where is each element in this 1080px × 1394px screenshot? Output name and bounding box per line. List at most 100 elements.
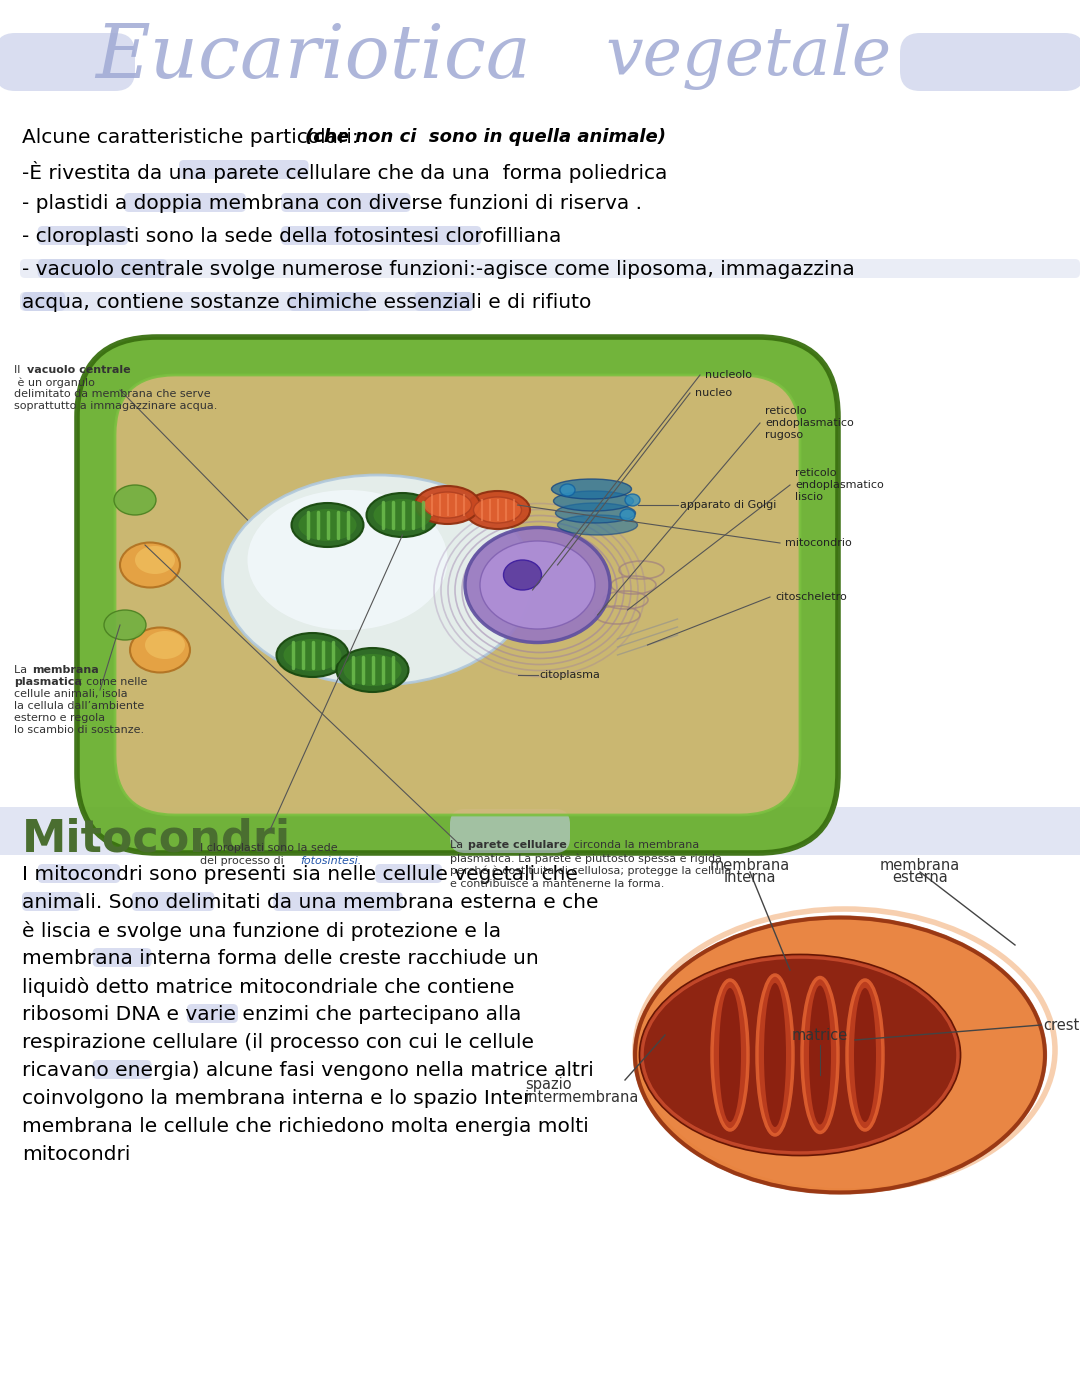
- Ellipse shape: [337, 648, 408, 691]
- Text: acqua, contiene sostanze chimiche essenziali e di rifiuto: acqua, contiene sostanze chimiche essenz…: [22, 293, 592, 312]
- Text: -È rivestita da una parete cellulare che da una  forma poliedrica: -È rivestita da una parete cellulare che…: [22, 160, 667, 183]
- Text: La: La: [450, 841, 467, 850]
- Text: Alcune caratteristiche particolari:: Alcune caratteristiche particolari:: [22, 128, 365, 146]
- FancyBboxPatch shape: [187, 1004, 238, 1023]
- FancyBboxPatch shape: [38, 864, 120, 882]
- Text: vacuolo centrale: vacuolo centrale: [27, 365, 131, 375]
- Text: respirazione cellulare (il processo con cui le cellule: respirazione cellulare (il processo con …: [22, 1033, 534, 1052]
- FancyBboxPatch shape: [114, 375, 800, 815]
- Text: reticolo
endoplasmatico
liscio: reticolo endoplasmatico liscio: [795, 468, 883, 502]
- FancyBboxPatch shape: [273, 892, 403, 912]
- Ellipse shape: [552, 480, 632, 499]
- FancyBboxPatch shape: [38, 259, 167, 277]
- Text: nucleolo: nucleolo: [705, 369, 752, 381]
- Text: coinvolgono la membrana interna e lo spazio Inter: coinvolgono la membrana interna e lo spa…: [22, 1089, 531, 1108]
- Text: nucleo: nucleo: [696, 388, 732, 399]
- Ellipse shape: [465, 527, 610, 643]
- Ellipse shape: [557, 514, 637, 535]
- Text: membrana interna forma delle creste racchiude un: membrana interna forma delle creste racc…: [22, 949, 539, 967]
- Ellipse shape: [620, 509, 635, 521]
- FancyBboxPatch shape: [900, 33, 1080, 91]
- FancyBboxPatch shape: [21, 291, 473, 311]
- Text: delimitato da membrana che serve: delimitato da membrana che serve: [14, 389, 211, 399]
- Ellipse shape: [374, 499, 432, 531]
- Ellipse shape: [802, 977, 838, 1132]
- FancyBboxPatch shape: [132, 892, 215, 912]
- Ellipse shape: [104, 611, 146, 640]
- Text: e contribuisce a mantenerne la forma.: e contribuisce a mantenerne la forma.: [450, 880, 664, 889]
- FancyBboxPatch shape: [21, 259, 1080, 277]
- Text: citoscheletro: citoscheletro: [775, 592, 847, 602]
- Ellipse shape: [809, 986, 831, 1125]
- FancyBboxPatch shape: [0, 33, 135, 91]
- Text: Il: Il: [14, 365, 24, 375]
- Text: - vacuolo centrale svolge numerose funzioni:-agisce come liposoma, immagazzina: - vacuolo centrale svolge numerose funzi…: [22, 261, 854, 279]
- Ellipse shape: [847, 980, 883, 1131]
- Ellipse shape: [130, 627, 190, 672]
- Text: Mitocondri: Mitocondri: [22, 817, 292, 860]
- Text: Eucariotica: Eucariotica: [95, 21, 530, 93]
- FancyBboxPatch shape: [281, 226, 482, 245]
- FancyBboxPatch shape: [93, 948, 151, 967]
- Text: è un organulo: è un organulo: [14, 376, 95, 388]
- Ellipse shape: [480, 541, 595, 629]
- Text: soprattutto a immagazzinare acqua.: soprattutto a immagazzinare acqua.: [14, 401, 217, 411]
- Text: interna: interna: [724, 870, 777, 885]
- FancyBboxPatch shape: [77, 337, 838, 853]
- FancyBboxPatch shape: [450, 809, 570, 853]
- Text: mitocondrio: mitocondrio: [785, 538, 852, 548]
- Text: membrana: membrana: [32, 665, 98, 675]
- FancyBboxPatch shape: [179, 160, 309, 178]
- Ellipse shape: [298, 509, 356, 541]
- Ellipse shape: [465, 491, 530, 528]
- Text: citoplasma: citoplasma: [540, 671, 600, 680]
- Ellipse shape: [283, 638, 341, 671]
- Ellipse shape: [554, 491, 634, 512]
- Ellipse shape: [712, 980, 748, 1131]
- Ellipse shape: [222, 475, 532, 684]
- Text: intermembrana: intermembrana: [525, 1090, 639, 1105]
- Ellipse shape: [473, 498, 522, 523]
- Ellipse shape: [757, 974, 793, 1135]
- Text: apparato di Golgi: apparato di Golgi: [679, 500, 775, 510]
- Ellipse shape: [247, 491, 447, 630]
- Text: ribosomi DNA e varie enzimi che partecipano alla: ribosomi DNA e varie enzimi che partecip…: [22, 1005, 522, 1025]
- Ellipse shape: [719, 988, 741, 1122]
- Ellipse shape: [555, 503, 635, 523]
- FancyBboxPatch shape: [375, 864, 442, 882]
- Ellipse shape: [276, 633, 349, 677]
- Text: circonda la membrana: circonda la membrana: [570, 841, 699, 850]
- FancyBboxPatch shape: [93, 1059, 151, 1079]
- FancyBboxPatch shape: [415, 291, 473, 311]
- Text: perché è costituita di cellulosa; protegge la cellula: perché è costituita di cellulosa; proteg…: [450, 866, 731, 877]
- FancyBboxPatch shape: [124, 192, 246, 212]
- Ellipse shape: [764, 983, 786, 1126]
- Ellipse shape: [114, 485, 156, 514]
- Text: liquidò detto matrice mitocondriale che contiene: liquidò detto matrice mitocondriale che …: [22, 977, 514, 997]
- Text: membrana: membrana: [710, 857, 791, 873]
- Text: I cloroplasti sono la sede: I cloroplasti sono la sede: [200, 843, 338, 853]
- Text: esterna: esterna: [892, 870, 948, 885]
- Text: membrana le cellule che richiedono molta energia molti: membrana le cellule che richiedono molta…: [22, 1117, 589, 1136]
- Text: spazio: spazio: [525, 1078, 571, 1092]
- Ellipse shape: [423, 492, 472, 519]
- Text: plasmatica. La parete è piuttosto spessa e rigida: plasmatica. La parete è piuttosto spessa…: [450, 853, 723, 863]
- Ellipse shape: [292, 503, 364, 546]
- Ellipse shape: [415, 487, 480, 524]
- Text: esterno e regola: esterno e regola: [14, 712, 105, 723]
- Ellipse shape: [625, 493, 640, 506]
- Text: I mitocondri sono presenti sia nelle cellule vegetali che: I mitocondri sono presenti sia nelle cel…: [22, 866, 578, 884]
- Text: ricavano energia) alcune fasi vengono nella matrice altri: ricavano energia) alcune fasi vengono ne…: [22, 1061, 594, 1080]
- Text: vegetale: vegetale: [605, 24, 891, 91]
- FancyBboxPatch shape: [0, 807, 1080, 855]
- Text: - cloroplasti sono la sede della fotosintesi clorofilliana: - cloroplasti sono la sede della fotosin…: [22, 227, 562, 245]
- Ellipse shape: [145, 631, 185, 659]
- Text: plasmatica: plasmatica: [14, 677, 82, 687]
- Text: ; come nelle: ; come nelle: [79, 677, 147, 687]
- Text: matrice: matrice: [792, 1027, 848, 1043]
- Text: parete cellulare: parete cellulare: [468, 841, 567, 850]
- Text: - plastidi a doppia membrana con diverse funzioni di riserva .: - plastidi a doppia membrana con diverse…: [22, 194, 642, 213]
- FancyBboxPatch shape: [281, 192, 410, 212]
- Text: reticolo
endoplasmatico
rugoso: reticolo endoplasmatico rugoso: [765, 407, 854, 439]
- Ellipse shape: [854, 988, 876, 1122]
